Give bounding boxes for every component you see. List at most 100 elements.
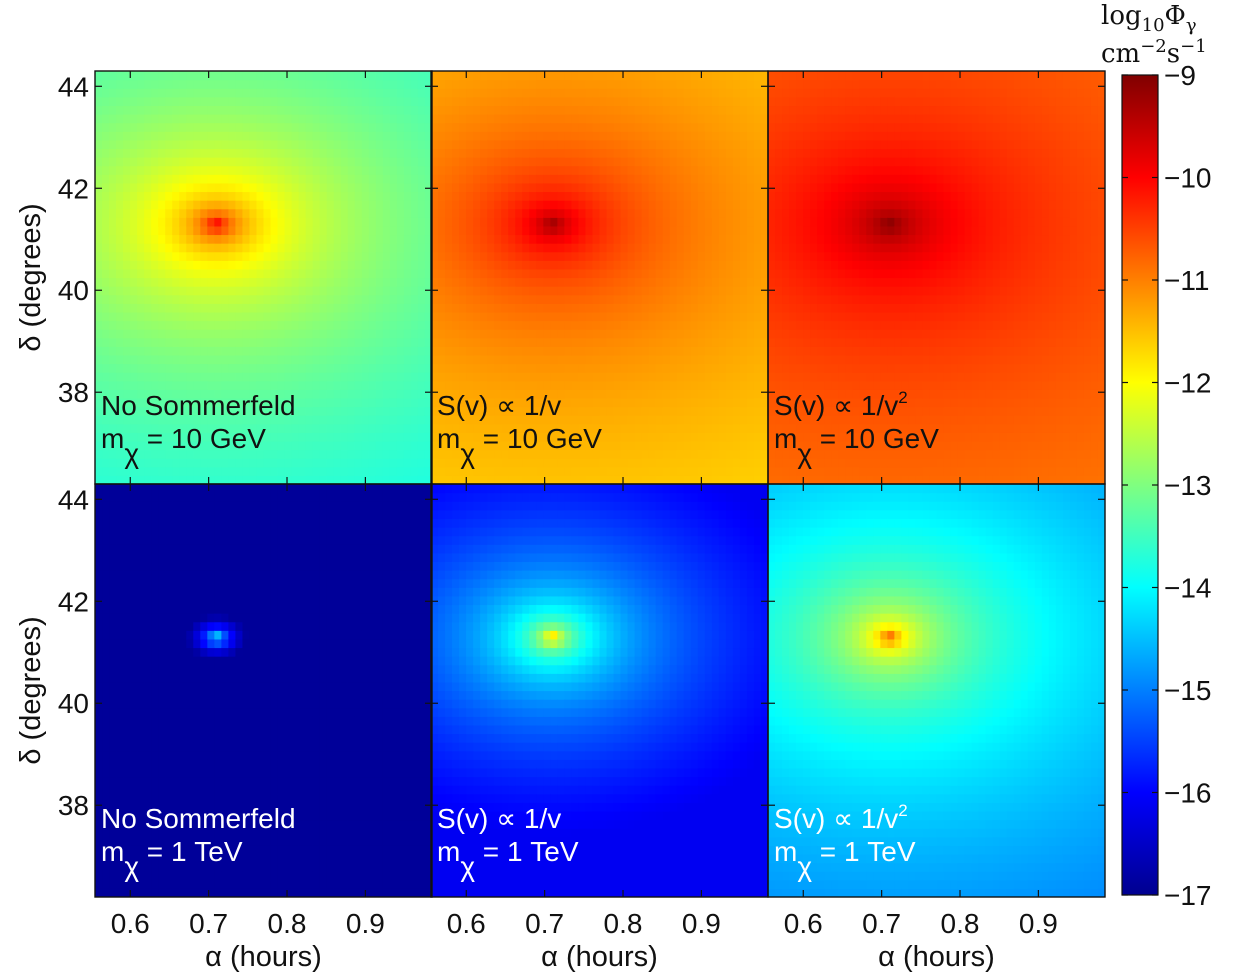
heatmap-cell	[284, 225, 293, 236]
heatmap-cell	[368, 200, 377, 210]
heatmap-cell	[452, 268, 460, 279]
heatmap-cell	[508, 380, 516, 390]
heatmap-cell	[697, 286, 706, 296]
heatmap-cell	[599, 114, 608, 124]
heatmap-cell	[95, 165, 103, 175]
heatmap-cell	[494, 440, 502, 451]
heatmap-cell	[193, 303, 201, 313]
heatmap-cell	[655, 354, 664, 365]
heatmap-cell	[298, 174, 307, 184]
heatmap-cell	[732, 372, 741, 382]
heatmap-cell	[375, 294, 384, 304]
heatmap-cell	[123, 329, 131, 339]
heatmap-cell	[697, 372, 706, 382]
heatmap-cell	[655, 217, 664, 227]
heatmap-cell	[424, 294, 432, 304]
heatmap-cell	[557, 423, 565, 433]
heatmap-cell	[676, 79, 685, 89]
heatmap-cell	[123, 217, 131, 227]
heatmap-cell	[641, 440, 650, 451]
heatmap-cell	[382, 466, 391, 476]
heatmap-cell	[739, 96, 748, 107]
heatmap-cell	[592, 200, 601, 210]
heatmap-cell	[711, 260, 720, 270]
heatmap-cell	[501, 234, 509, 244]
heatmap-cell	[641, 148, 650, 158]
heatmap-cell	[592, 182, 601, 193]
heatmap-cell	[319, 114, 328, 124]
heatmap-cell	[599, 148, 608, 158]
heatmap-cell	[725, 372, 734, 382]
heatmap-cell	[375, 165, 384, 175]
heatmap-cell	[641, 346, 650, 356]
heatmap-cell	[494, 380, 502, 390]
heatmap-cell	[760, 165, 768, 175]
heatmap-cell	[529, 372, 537, 382]
heatmap-cell	[382, 243, 391, 253]
heatmap-cell	[368, 131, 377, 141]
heatmap-cell	[277, 122, 286, 132]
heatmap-cell	[585, 268, 594, 279]
heatmap-cell	[648, 251, 657, 261]
heatmap-cell	[775, 139, 783, 150]
heatmap-cell	[291, 174, 300, 184]
heatmap-cell	[789, 71, 797, 81]
heatmap-cell	[193, 200, 201, 210]
heatmap-cell	[803, 432, 811, 442]
heatmap-cell	[144, 148, 152, 158]
heatmap-cell	[585, 88, 594, 98]
heatmap-cell	[172, 372, 180, 382]
heatmap-cell	[529, 466, 537, 476]
heatmap-cell	[102, 449, 110, 459]
heatmap-cell	[669, 225, 678, 236]
heatmap-cell	[179, 217, 187, 227]
heatmap-cell	[235, 268, 244, 279]
heatmap-cell	[319, 475, 328, 484]
heatmap-cell	[529, 277, 537, 287]
heatmap-cell	[620, 372, 629, 382]
heatmap-cell	[319, 131, 328, 141]
heatmap-cell	[249, 449, 258, 459]
heatmap-cell	[417, 440, 426, 451]
heatmap-cell	[270, 225, 279, 236]
heatmap-cell	[739, 234, 748, 244]
heatmap-cell	[515, 234, 523, 244]
heatmap-cell	[571, 165, 580, 175]
heatmap-cell	[690, 337, 699, 347]
heatmap-cell	[768, 200, 776, 210]
heatmap-cell	[760, 217, 768, 227]
heatmap-cell	[410, 260, 419, 270]
heatmap-cell	[298, 148, 307, 158]
heatmap-cell	[648, 96, 657, 107]
heatmap-cell	[263, 458, 272, 468]
heatmap-cell	[312, 165, 321, 175]
heatmap-cell	[718, 329, 727, 339]
heatmap-cell	[95, 363, 103, 373]
heatmap-cell	[669, 114, 678, 124]
heatmap-cell	[389, 122, 398, 132]
heatmap-cell	[676, 475, 685, 484]
heatmap-cell	[291, 311, 300, 322]
heatmap-cell	[333, 260, 342, 270]
heatmap-cell	[768, 157, 776, 167]
heatmap-cell	[810, 260, 818, 270]
heatmap-cell	[368, 208, 377, 218]
heatmap-cell	[207, 131, 215, 141]
heatmap-cell	[424, 88, 432, 98]
heatmap-cell	[158, 131, 166, 141]
heatmap-cell	[753, 363, 762, 373]
heatmap-cell	[277, 234, 286, 244]
heatmap-cell	[501, 243, 509, 253]
heatmap-cell	[340, 363, 349, 373]
heatmap-cell	[130, 79, 138, 89]
heatmap-cell	[277, 363, 286, 373]
heatmap-cell	[305, 415, 314, 425]
heatmap-cell	[130, 406, 138, 416]
heatmap-cell	[620, 449, 629, 459]
heatmap-cell	[368, 320, 377, 330]
heatmap-cell	[410, 397, 419, 408]
heatmap-cell	[193, 406, 201, 416]
heatmap-cell	[620, 131, 629, 141]
heatmap-cell	[144, 423, 152, 433]
heatmap-cell	[431, 432, 439, 442]
